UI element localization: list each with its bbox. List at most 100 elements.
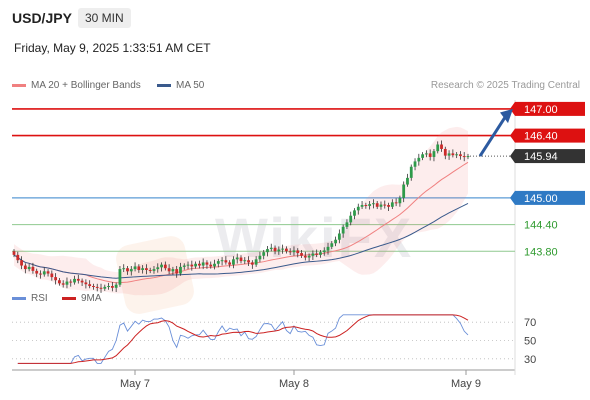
candle-body <box>232 259 235 265</box>
candle-body <box>406 177 409 185</box>
candle-body <box>269 247 273 250</box>
candle-body <box>23 265 27 270</box>
candle-body <box>455 154 459 156</box>
candle-body <box>428 153 432 157</box>
candle-body <box>292 250 296 253</box>
candle-body <box>167 268 171 272</box>
candle-body <box>152 269 156 271</box>
legend-9ma-swatch <box>62 296 76 300</box>
candle-body <box>46 271 50 274</box>
x-tick-label: May 7 <box>120 378 150 390</box>
candle-body <box>330 243 334 247</box>
candle-body <box>440 144 443 149</box>
candle-body <box>129 269 133 272</box>
candle-body <box>315 253 319 255</box>
candle-body <box>243 260 247 262</box>
candle-body <box>322 250 326 253</box>
candle-body <box>54 277 58 281</box>
candle-body <box>122 268 126 270</box>
projection-arrow-head <box>500 108 513 124</box>
candle-body <box>171 269 175 272</box>
candle-body <box>459 154 462 157</box>
candle-body <box>353 210 356 216</box>
candle-body <box>50 273 54 278</box>
candle-body <box>300 253 303 256</box>
candle-body <box>341 226 345 234</box>
chart-datetime: Friday, May 9, 2025 1:33:51 AM CET <box>14 41 211 55</box>
candle-body <box>417 157 421 162</box>
candle-body <box>137 266 141 270</box>
rsi-9ma-line <box>17 314 469 364</box>
candle-body <box>394 202 398 204</box>
candle-body <box>345 222 349 227</box>
bollinger-band <box>14 126 468 296</box>
legend-9ma: 9MA <box>62 293 102 304</box>
candle-body <box>424 153 428 155</box>
candle-body <box>250 262 254 265</box>
level-badge-tip-146-40 <box>510 128 515 143</box>
candle-body <box>216 261 220 264</box>
candle-body <box>92 286 95 288</box>
candle-body <box>273 247 277 252</box>
candle-body <box>296 250 300 254</box>
candle-body <box>73 278 76 283</box>
candle-body <box>368 204 372 206</box>
candle-body <box>197 263 201 266</box>
level-badge-tip-145-94 <box>510 149 515 164</box>
candle-body <box>307 255 311 258</box>
candle-body <box>235 257 239 260</box>
candle-body <box>409 166 413 178</box>
candle-body <box>80 280 84 283</box>
legend-ma20-label: MA 20 + Bollinger Bands <box>31 80 141 91</box>
candle-body <box>133 266 137 270</box>
level-label-144-40: 144.40 <box>524 220 558 232</box>
candle-body <box>375 203 379 207</box>
level-label-145-00: 145.00 <box>524 193 558 205</box>
candle-body <box>205 262 209 265</box>
level-badge-145-94 <box>515 149 585 164</box>
candle-body <box>228 262 232 265</box>
legend-rsi-label: RSI <box>31 293 48 304</box>
candle-body <box>356 206 360 211</box>
candle-body <box>319 252 322 255</box>
candle-body <box>383 204 387 206</box>
rsi-tick-50: 50 <box>524 336 536 348</box>
candle-body <box>462 156 466 158</box>
candle-body <box>182 265 186 267</box>
candle-body <box>262 252 266 256</box>
level-badge-147-00 <box>515 101 585 116</box>
candle-body <box>201 262 205 266</box>
candle-body <box>413 161 417 167</box>
candle-body <box>443 148 447 156</box>
candle-body <box>118 269 122 285</box>
candle-body <box>84 282 88 285</box>
candle-body <box>35 270 39 274</box>
candle-body <box>372 203 375 205</box>
legend-rsi-swatch <box>12 296 26 300</box>
level-label-146-40: 146.40 <box>524 131 558 143</box>
candle-body <box>58 280 61 284</box>
candle-body <box>239 257 243 262</box>
candle-body <box>76 278 80 281</box>
candle-body <box>447 153 451 156</box>
candle-body <box>258 255 262 260</box>
candle-body <box>209 264 213 267</box>
level-label-145-94: 145.94 <box>524 151 558 163</box>
candle-body <box>451 153 455 156</box>
candle-body <box>95 286 99 288</box>
candle-body <box>156 267 160 270</box>
candle-body <box>247 260 250 263</box>
candle-body <box>103 286 107 289</box>
candle-body <box>266 249 269 253</box>
timeframe-badge[interactable]: 30 MIN <box>78 8 131 28</box>
legend-ma20-swatch <box>12 83 26 87</box>
legend-9ma-label: 9MA <box>81 293 102 304</box>
candle-body <box>163 264 167 269</box>
level-label-143-80: 143.80 <box>524 246 558 258</box>
candle-body <box>42 271 46 275</box>
candle-body <box>398 197 402 204</box>
candle-body <box>160 264 163 268</box>
candle-body <box>175 269 179 274</box>
candle-body <box>334 239 337 244</box>
